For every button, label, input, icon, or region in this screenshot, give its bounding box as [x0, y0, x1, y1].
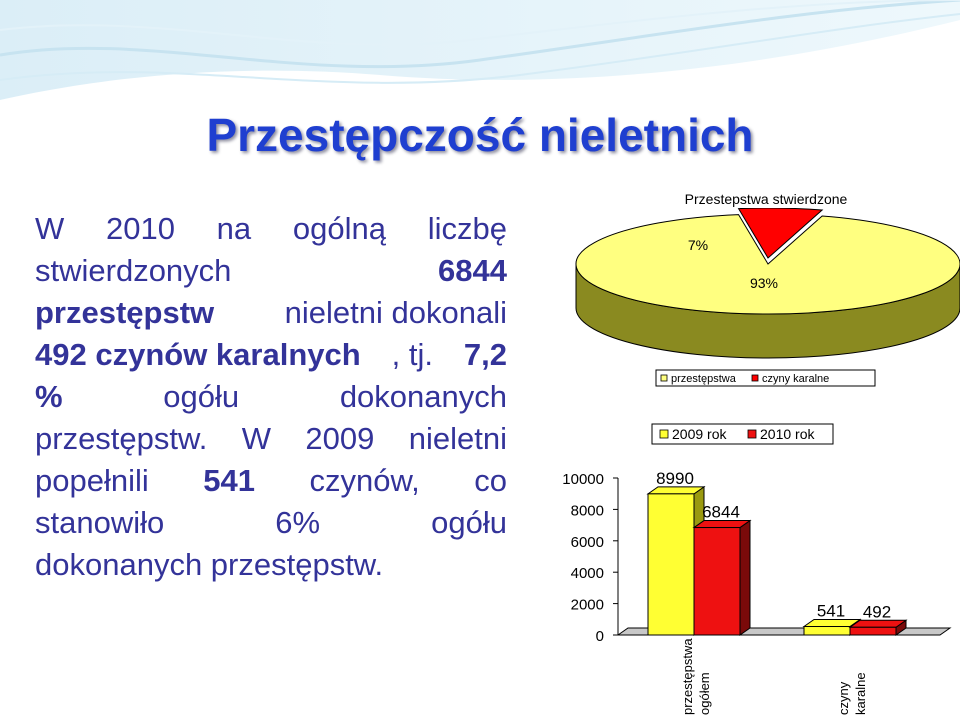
paragraph-line: stwierdzonych 6844 [35, 250, 507, 292]
paragraph-word: 2009 [305, 421, 375, 456]
paragraph-word: 2010 [105, 211, 175, 246]
bar-przestepstwa-ogolem-2010 [692, 519, 752, 636]
paragraph-word: W [241, 421, 271, 456]
paragraph-word: 541 [203, 463, 255, 498]
y-tick-label: 6000 [571, 534, 604, 551]
paragraph-line: 492 czynów karalnych , tj. 7,2 [35, 334, 507, 376]
body-paragraph: W 2010 na ogólną liczbę stwierdzonych 6844 prze… [35, 208, 507, 586]
pie-legend-label: przestępstwa [671, 373, 737, 385]
y-tick-label: 8000 [571, 502, 604, 519]
paragraph-line: przestępstw. W 2009 nieletni [35, 418, 507, 460]
bar-value-label: 8990 [656, 469, 694, 488]
pie-chart: 7% 93% przestępstwa czyny karalne [575, 208, 960, 387]
bar-legend-swatch [747, 429, 757, 439]
pie-slice-czyny-karalne [737, 208, 824, 259]
paragraph-word: % [35, 379, 63, 414]
y-tick-label: 10000 [562, 471, 604, 488]
bar-legend-label: 2010 rok [760, 426, 815, 442]
bar-legend: 2009 rok 2010 rok [651, 423, 834, 445]
paragraph-word: 6844 [438, 253, 507, 288]
paragraph-line: przestępstw nieletni dokonali [35, 292, 507, 334]
paragraph-line: W 2010 na ogólną liczbę [35, 208, 507, 250]
paragraph-word: , tj. [391, 337, 433, 372]
pie-legend: przestępstwa czyny karalne [655, 369, 876, 387]
bar-front [803, 626, 851, 636]
paragraph-line: popełnili 541 czynów, co [35, 460, 507, 502]
background-waves [0, 0, 960, 100]
paragraph-word: stanowiło [35, 505, 165, 540]
pie-legend-swatch [751, 374, 759, 382]
pie-label-small: 7% [688, 237, 708, 253]
paragraph-word: 492 czynów karalnych [35, 337, 361, 372]
y-tick-label: 0 [596, 628, 604, 645]
paragraph-word: ogółu [431, 505, 507, 540]
bar-top [802, 619, 862, 628]
paragraph-word: czynów, [309, 463, 420, 498]
paragraph-word: 6% [275, 505, 321, 540]
paragraph-word: 7,2 [463, 337, 507, 372]
paragraph-word: ogólną [292, 211, 386, 246]
pie-legend-label: czyny karalne [762, 373, 829, 385]
bar-front [849, 626, 897, 636]
paragraph-word: dokonanych [339, 379, 507, 414]
paragraph-word: przestępstw [35, 295, 215, 330]
bar-legend-label: 2009 rok [672, 426, 727, 442]
x-category-label: czyny karalne [836, 672, 868, 715]
pie-legend-box [655, 369, 876, 387]
paragraph-word: ogółu [163, 379, 240, 414]
bar-legend-box [651, 423, 834, 445]
pie-legend-swatch [660, 374, 668, 382]
paragraph-word: liczbę [427, 211, 507, 246]
slide-title: Przestępczość nieletnich [206, 109, 754, 161]
y-tick-label: 2000 [571, 597, 604, 614]
paragraph-word: stwierdzonych [35, 253, 232, 288]
bar-front [693, 527, 741, 636]
paragraph-word: co [474, 463, 507, 498]
pie-label-large: 93% [750, 275, 778, 291]
bar-top [848, 619, 908, 628]
bar-top [692, 520, 752, 529]
bar-front [647, 493, 695, 636]
x-category-text: przestępstwa ogółem [680, 638, 712, 715]
paragraph-word: nieletni dokonali [284, 295, 507, 330]
paragraph-word: przestępstw. [35, 421, 208, 456]
bar-top [646, 486, 706, 495]
paragraph-word: popełnili [35, 463, 149, 498]
x-category-label: przestępstwa ogółem [680, 638, 712, 715]
paragraph-word: nieletni [408, 421, 507, 456]
pie-slice-przestepstwa [575, 214, 960, 315]
paragraph-line: stanowiło 6% ogółu [35, 502, 507, 544]
paragraph-word: dokonanych przestępstw. [35, 547, 384, 582]
bar-czyny-karalne-2010 [848, 619, 908, 636]
bar-legend-swatch [659, 429, 669, 439]
bar-value-label: 492 [863, 602, 891, 621]
bar-chart: 2009 rok 2010 rok 0 2000 4000 6000 8000 10000 89… [562, 423, 952, 715]
bar-side [739, 519, 751, 636]
y-tick-label: 4000 [571, 565, 604, 582]
bar-value-label: 6844 [702, 503, 740, 522]
paragraph-line: dokonanych przestępstw. [35, 544, 507, 586]
x-category-text: czyny karalne [836, 672, 868, 715]
paragraph-word: na [216, 211, 252, 246]
paragraph-line: % ogółu dokonanych [35, 376, 507, 418]
pie-chart-title: Przestepstwa stwierdzone [684, 191, 848, 207]
bar-value-label: 541 [817, 602, 845, 621]
paragraph-word: W [35, 211, 65, 246]
